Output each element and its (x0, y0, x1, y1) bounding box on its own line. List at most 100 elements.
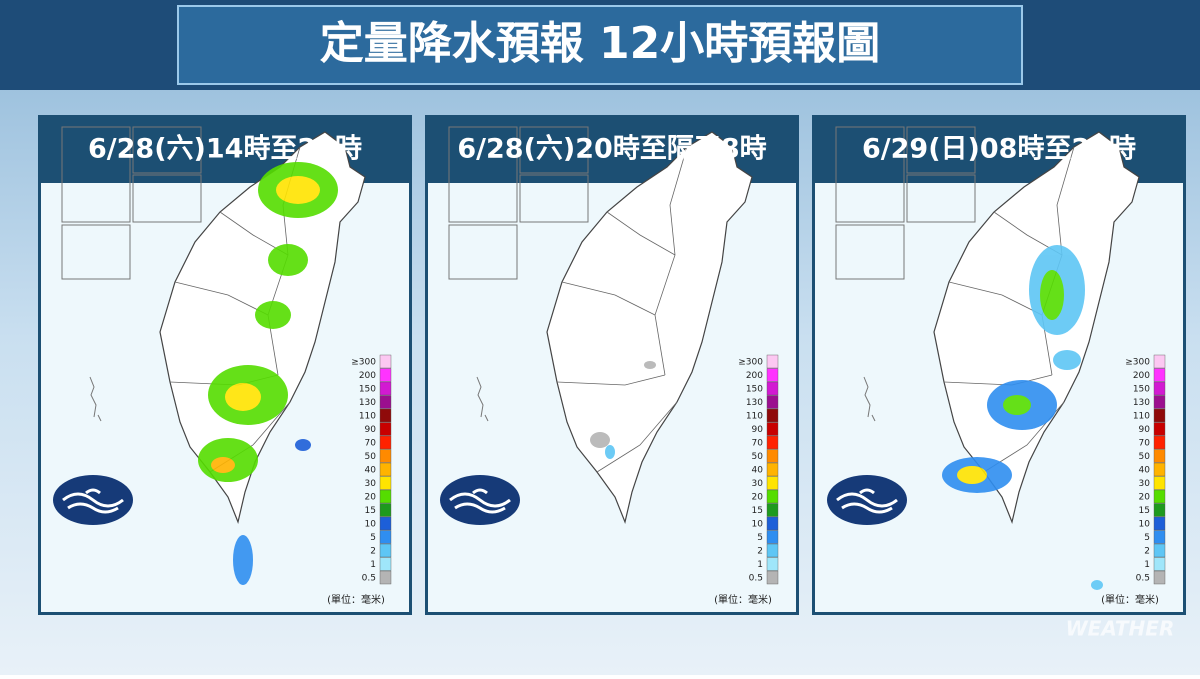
title-box (177, 5, 1023, 85)
panel: 6/29(日)08時至20時≥3002001501301109070504030… (810, 113, 1188, 617)
legend-label: 50 (365, 452, 377, 462)
legend-label: 130 (359, 398, 376, 408)
legend-label: 150 (1133, 385, 1150, 395)
legend-label: 10 (1139, 520, 1151, 530)
legend-label: 110 (359, 412, 376, 422)
legend-swatch (379, 570, 392, 585)
legend-swatch (766, 368, 779, 382)
legend-swatch (1153, 543, 1166, 558)
legend-label: 70 (365, 439, 377, 449)
legend-label: 20 (752, 493, 764, 503)
legend-label: 40 (365, 466, 377, 476)
legend-label: 30 (365, 479, 377, 489)
legend-label: 0.5 (1136, 574, 1150, 584)
legend-label: 2 (757, 547, 763, 557)
legend-swatch (379, 543, 392, 558)
legend-label: 0.5 (362, 574, 376, 584)
panel-header: 6/28(六)20時至隔天8時 (457, 134, 766, 165)
legend-swatch (1153, 489, 1166, 504)
legend-swatch (379, 368, 392, 382)
legend-label: 130 (746, 398, 763, 408)
legend-swatch (1153, 476, 1166, 490)
legend-swatch (379, 422, 392, 436)
panel: 6/28(六)14時至20時≥3002001501301109070504030… (36, 113, 414, 617)
legend-label: 2 (370, 547, 376, 557)
legend-label: ≥300 (351, 358, 376, 368)
legend-swatch (766, 557, 779, 571)
unit-label: (單位：毫米) (714, 593, 772, 606)
legend-label: 30 (1139, 479, 1151, 489)
legend-label: 90 (752, 425, 764, 435)
legend-swatch (379, 557, 392, 571)
legend-swatch (766, 462, 779, 477)
legend-swatch (766, 503, 779, 517)
legend-label: 15 (365, 506, 376, 516)
legend-label: 10 (752, 520, 764, 530)
legend-swatch (379, 462, 392, 477)
legend-swatch (766, 435, 779, 450)
legend-label: 15 (1139, 506, 1150, 516)
legend-label: ≥300 (1125, 358, 1150, 368)
panel-header: 6/28(六)14時至20時 (88, 134, 362, 165)
legend-label: 20 (365, 493, 377, 503)
legend-label: ≥300 (738, 358, 763, 368)
legend-label: 150 (359, 385, 376, 395)
legend-label: 110 (1133, 412, 1150, 422)
legend-swatch (1153, 354, 1166, 369)
legend-swatch (379, 395, 392, 409)
watermark: WEATHER (1066, 617, 1175, 641)
legend-swatch (1153, 462, 1166, 477)
legend-swatch (1153, 530, 1166, 544)
legend-label: 200 (746, 371, 763, 381)
legend-swatch (1153, 449, 1166, 463)
rain-panel-3 (942, 245, 1103, 590)
legend-swatch (766, 408, 779, 423)
legend-swatch (766, 489, 779, 504)
legend-swatch (1153, 557, 1166, 571)
legend-label: 90 (1139, 425, 1151, 435)
legend-label: 130 (1133, 398, 1150, 408)
legend-label: 150 (746, 385, 763, 395)
legend-swatch (766, 476, 779, 490)
legend-label: 50 (1139, 452, 1151, 462)
rain-panel-2 (590, 361, 656, 459)
legend-swatch (1153, 395, 1166, 409)
legend-swatch (379, 408, 392, 423)
unit-label: (單位：毫米) (1101, 593, 1159, 606)
legend-label: 1 (1144, 560, 1150, 570)
legend-label: 70 (752, 439, 764, 449)
legend-swatch (379, 381, 392, 396)
legend-swatch (766, 570, 779, 585)
legend-swatch (379, 449, 392, 463)
legend-swatch (379, 476, 392, 490)
legend-label: 15 (752, 506, 763, 516)
panel-header: 6/29(日)08時至20時 (862, 134, 1136, 165)
legend-label: 1 (757, 560, 763, 570)
legend-swatch (766, 381, 779, 396)
rain-panel-1 (198, 162, 338, 585)
legend-swatch (766, 354, 779, 369)
title: 定量降水預報 12小時預報圖 (320, 18, 881, 69)
legend-label: 5 (370, 533, 376, 543)
legend-label: 30 (752, 479, 764, 489)
legend-swatch (379, 530, 392, 544)
legend-label: 40 (752, 466, 764, 476)
legend-swatch (1153, 381, 1166, 396)
legend-swatch (1153, 503, 1166, 517)
legend-swatch (1153, 570, 1166, 585)
legend-swatch (1153, 422, 1166, 436)
legend-label: 5 (757, 533, 763, 543)
panel: 6/28(六)20時至隔天8時≥300200150130110907050403… (423, 113, 801, 617)
legend-swatch (766, 395, 779, 409)
legend-swatch (379, 435, 392, 450)
legend-swatch (379, 516, 392, 531)
legend-swatch (766, 516, 779, 531)
legend-label: 70 (1139, 439, 1151, 449)
legend-label: 110 (746, 412, 763, 422)
legend-swatch (379, 354, 392, 369)
legend-swatch (1153, 435, 1166, 450)
legend-swatch (1153, 408, 1166, 423)
legend-swatch (766, 449, 779, 463)
legend-label: 20 (1139, 493, 1151, 503)
